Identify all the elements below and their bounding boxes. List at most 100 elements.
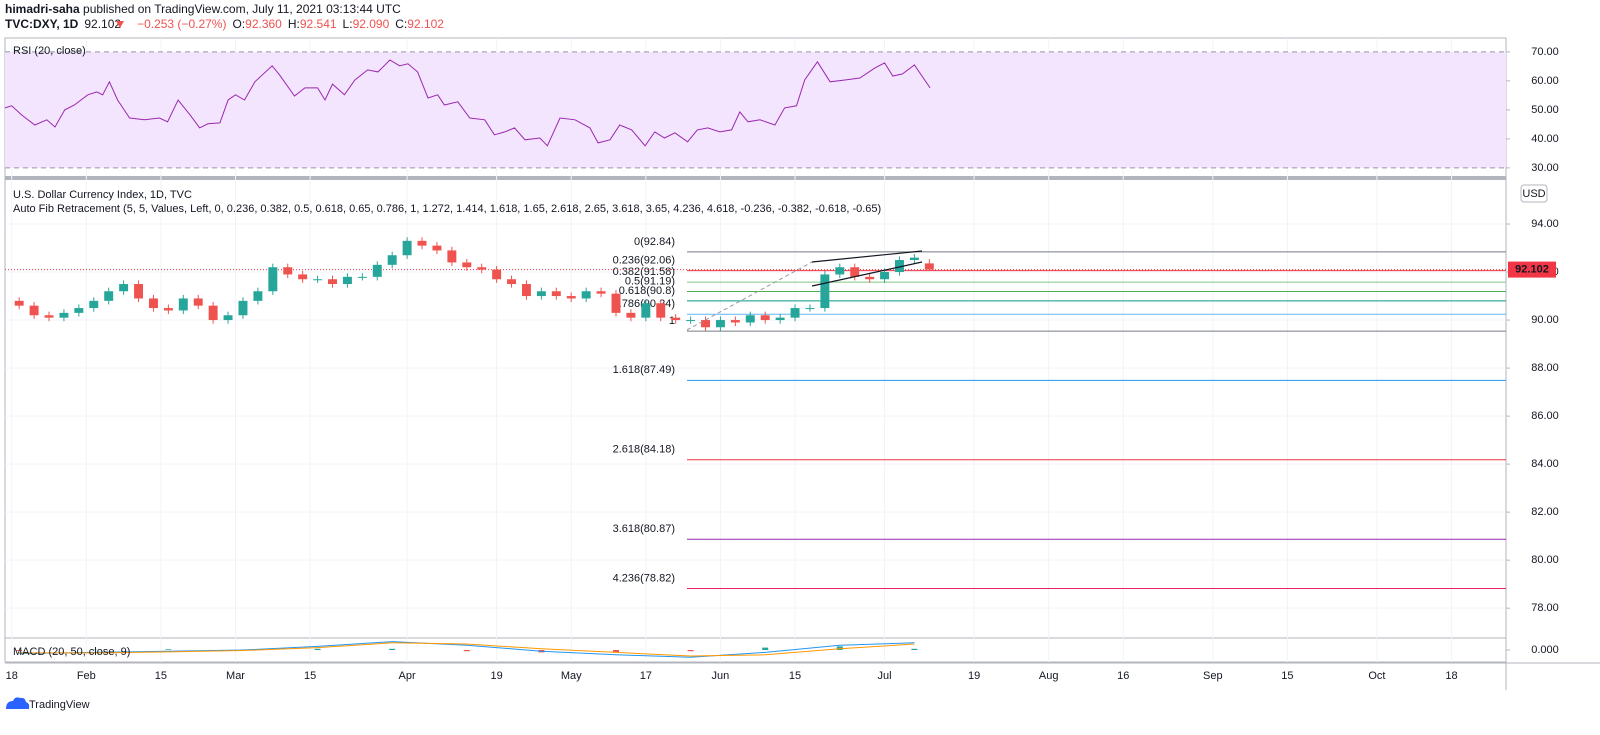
rsi-line — [4, 59, 931, 147]
fib-label: 4.236(78.82) — [613, 572, 675, 584]
x-tick-label: May — [561, 670, 582, 682]
macd-histogram — [389, 648, 396, 650]
high: 92.541 — [300, 17, 337, 31]
candle-body — [119, 284, 129, 292]
high-label: H: — [288, 17, 300, 31]
x-tick-label: Oct — [1368, 670, 1385, 682]
panel-title: MACD (20, 50, close, 9) — [13, 646, 130, 658]
y-tick-label: 84.00 — [1531, 458, 1559, 470]
macd-histogram — [836, 646, 843, 650]
candle-body — [44, 315, 54, 318]
x-tick-label: 19 — [968, 670, 980, 682]
currency-button[interactable] — [1520, 184, 1548, 203]
candle-body — [551, 291, 561, 297]
x-tick-label: 17 — [640, 670, 652, 682]
candle-body — [477, 267, 487, 270]
y-tick-label: 40.00 — [1531, 133, 1559, 145]
symbol: TVC:DXY, 1D — [5, 17, 79, 31]
candle-body — [313, 279, 323, 281]
y-tick-label: 80.00 — [1531, 554, 1559, 566]
candle-body — [387, 255, 397, 265]
candle-body — [835, 267, 845, 275]
candle-body — [298, 274, 308, 280]
fib-label: 1.618(87.49) — [613, 364, 675, 376]
low: 92.090 — [353, 17, 390, 31]
candle-body — [865, 276, 875, 280]
candle-body — [223, 315, 233, 321]
candle-body — [730, 320, 740, 323]
x-tick-label: Sep — [1203, 670, 1223, 682]
candle-body — [178, 298, 188, 311]
currency-label[interactable]: USD — [1522, 188, 1545, 200]
x-tick-label: Jun — [712, 670, 730, 682]
fib-label: 0.236(92.06) — [613, 255, 675, 267]
macd-histogram — [165, 649, 172, 650]
candle-body — [14, 300, 24, 306]
last: 92.102 — [84, 17, 121, 31]
low-label: L: — [343, 17, 353, 31]
candle-body — [909, 257, 919, 261]
close: 92.102 — [407, 17, 444, 31]
macd-line — [19, 642, 915, 657]
x-tick-label: Apr — [399, 670, 416, 682]
fib-label: 2.618(84.18) — [613, 444, 675, 456]
x-tick-label: 19 — [491, 670, 503, 682]
candle-body — [104, 291, 114, 301]
author: himadri-saha — [5, 2, 80, 16]
y-tick-label: 86.00 — [1531, 410, 1559, 422]
candle-body — [895, 260, 904, 273]
candle-body — [521, 284, 531, 297]
macd-histogram — [687, 650, 694, 652]
x-tick-label: 15 — [1281, 670, 1293, 682]
fib-label: 0.618(90.8) — [619, 285, 675, 297]
candle-body — [208, 305, 218, 321]
macd-histogram — [762, 647, 769, 650]
down-arrow — [116, 21, 124, 28]
header-line-2: TVC:DXY, 1D 92.102 −0.253 (−0.27%) O:92.360… — [5, 17, 444, 31]
candle-body — [701, 320, 710, 328]
brand-logo — [6, 697, 30, 709]
y-tick-label: 70.00 — [1531, 46, 1559, 58]
panel-title: RSI (20, close) — [13, 45, 86, 57]
candle-body — [581, 291, 591, 299]
chart-title: U.S. Dollar Currency Index, 1D, TVC — [13, 189, 192, 201]
y-tick-label: 50.00 — [1531, 104, 1559, 116]
candle-body — [775, 317, 785, 321]
candle-body — [328, 279, 337, 285]
published: published on TradingView.com, July 11, 2… — [80, 2, 401, 16]
candle-body — [283, 267, 293, 275]
x-tick-label: 16 — [1117, 670, 1129, 682]
y-tick-label: 90.00 — [1531, 314, 1559, 326]
header-line-1: himadri-saha published on TradingView.co… — [5, 2, 401, 16]
y-tick-label: 60.00 — [1531, 75, 1559, 87]
y-tick-label: 82.00 — [1531, 506, 1559, 518]
x-tick-label: 15 — [304, 670, 316, 682]
candle-body — [656, 303, 666, 318]
x-tick-label: 15 — [155, 670, 167, 682]
candle-body — [745, 315, 755, 323]
candle-body — [805, 308, 815, 310]
candle-body — [626, 312, 636, 318]
y-tick-label: 30.00 — [1531, 162, 1559, 174]
candle-body — [611, 293, 621, 313]
macd-histogram — [16, 650, 23, 651]
fib-label: 0(92.84) — [634, 236, 675, 248]
candle-body — [447, 250, 457, 263]
fib-label: 1 — [669, 315, 675, 327]
candle-body — [880, 272, 890, 280]
candle-body — [417, 240, 427, 246]
candle-body — [492, 269, 502, 280]
candle-body — [566, 296, 576, 299]
candle-body — [342, 276, 352, 285]
macd-histogram — [612, 650, 619, 653]
candle-body — [357, 276, 367, 278]
candle-body — [820, 274, 830, 309]
wedge-line — [811, 250, 923, 263]
candle-body — [507, 279, 517, 285]
candle-body — [641, 303, 651, 318]
x-tick-label: Jul — [878, 670, 892, 682]
candle-body — [372, 264, 382, 277]
candle-body — [193, 298, 203, 306]
candle-body — [163, 308, 173, 311]
